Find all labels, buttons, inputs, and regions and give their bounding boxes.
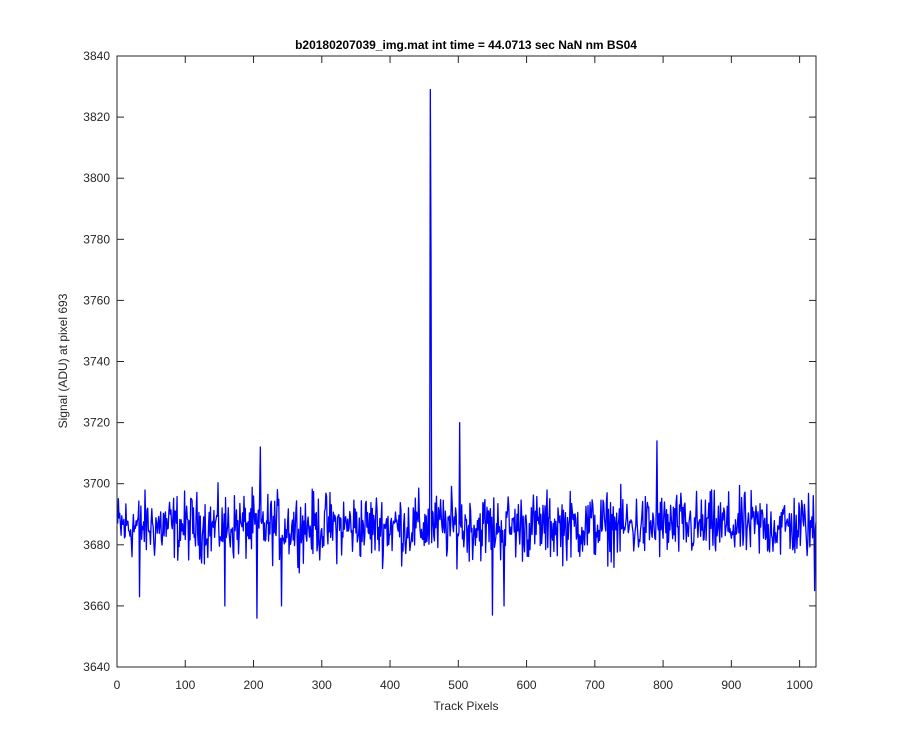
y-tick-label: 3720 (83, 416, 110, 430)
x-tick-label: 200 (244, 678, 264, 692)
y-tick-label: 3660 (83, 599, 110, 613)
y-tick-label: 3800 (83, 171, 110, 185)
axes-layer: 0 100 200 300 400 500 600 700 800 900 1000 3640 3660… (83, 49, 817, 692)
y-axis-label: Signal (ADU) at pixel 693 (56, 293, 70, 428)
x-tick-label: 500 (448, 678, 468, 692)
x-tick-label: 1000 (786, 678, 813, 692)
x-tick-label: 700 (585, 678, 605, 692)
series-layer (117, 88, 817, 619)
x-tick-label: 400 (380, 678, 400, 692)
axes-background (117, 56, 816, 667)
y-tick-label: 3780 (83, 232, 110, 246)
x-axis-label: Track Pixels (434, 699, 499, 713)
x-tick-label: 300 (312, 678, 332, 692)
y-tick-label: 3640 (83, 660, 110, 674)
y-tick-label: 3740 (83, 355, 110, 369)
y-tick-label: 3820 (83, 110, 110, 124)
y-tick-label: 3700 (83, 477, 110, 491)
x-tick-label: 900 (721, 678, 741, 692)
y-tick-label: 3840 (83, 49, 110, 63)
x-tick-label: 600 (517, 678, 537, 692)
x-tick-label: 100 (175, 678, 195, 692)
x-tick-label: 800 (653, 678, 673, 692)
x-tick-label: 0 (114, 678, 121, 692)
y-tick-label: 3760 (83, 293, 110, 307)
y-tick-label: 3680 (83, 538, 110, 552)
chart-title: b20180207039_img.mat int time = 44.0713 … (295, 38, 637, 52)
series-line (117, 88, 817, 619)
